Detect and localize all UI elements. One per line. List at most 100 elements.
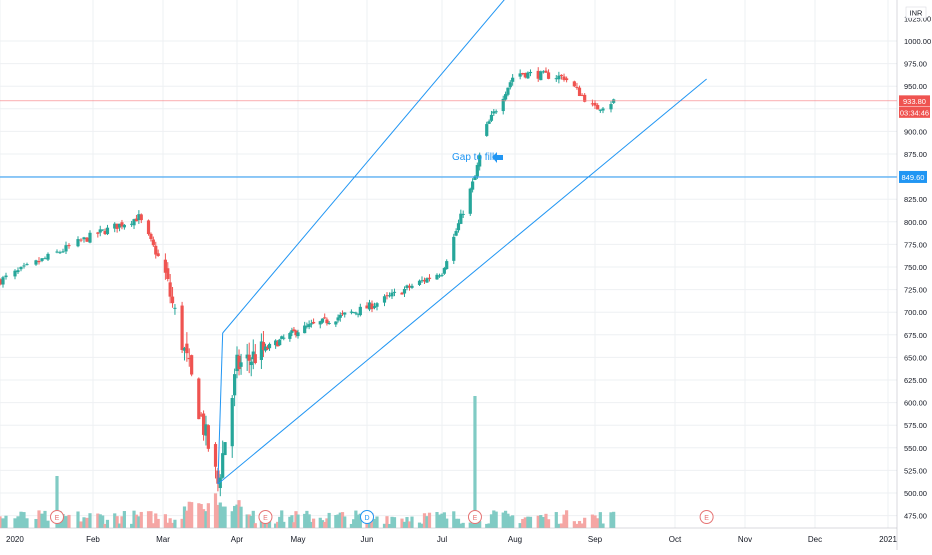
volume-bar [554, 512, 558, 528]
volume-bar [580, 523, 584, 528]
candle-body [201, 413, 206, 435]
volume-bar [352, 519, 356, 528]
candle-body [456, 223, 461, 231]
time-axis[interactable]: 2020 Feb Mar Apr May Jun Jul Aug Sep Oct Nov Dec 202… [0, 527, 897, 544]
volume-bar [485, 523, 489, 528]
volume-bar [572, 521, 576, 528]
candle-body [454, 231, 458, 236]
x-tick-label: Mar [156, 535, 170, 544]
candle-body [132, 219, 136, 226]
volume-bar [559, 523, 564, 528]
candle-body [557, 75, 561, 80]
candle-body [76, 239, 80, 247]
earnings-marker: E [467, 510, 482, 524]
candle-body [590, 103, 595, 105]
volume-bar [492, 510, 496, 528]
candle-body [43, 258, 47, 260]
candle-body [598, 109, 602, 111]
channel-upper-line [222, 0, 505, 334]
volume-bar [593, 515, 597, 528]
arrow-left-icon [492, 152, 503, 163]
volume-bar [233, 505, 237, 528]
volume-bar [22, 512, 26, 528]
candle-body [303, 325, 307, 334]
candle-body [410, 285, 414, 288]
candle-body [508, 82, 512, 88]
volume-bar [197, 503, 201, 528]
candle-body [445, 261, 449, 269]
volume-bar [113, 513, 117, 528]
volume-bar [511, 515, 515, 528]
volume-bar [221, 506, 225, 528]
level-badge: 849.60 [899, 170, 927, 183]
y-tick-label: 475.00 [904, 512, 927, 521]
candle-body [139, 214, 143, 221]
y-tick-label: 950.00 [904, 82, 927, 91]
event-marker-circle [50, 510, 64, 524]
candle-body [79, 239, 83, 241]
candle-body [154, 245, 158, 255]
volume-bar [325, 518, 329, 528]
candle-body [1, 277, 5, 285]
candle-body [492, 111, 496, 114]
y-tick-label: 750.00 [904, 263, 927, 272]
price-axis[interactable]: 475.00 500.00 525.00 550.00 575.00 600.00 625.… [896, 0, 931, 550]
x-tick-label: Jul [437, 535, 447, 544]
volume-bar [303, 513, 307, 528]
volume-bar [461, 522, 465, 528]
candle-body [223, 442, 227, 456]
volume-bar [425, 516, 429, 528]
candle-body [61, 251, 65, 253]
candle-body [151, 239, 155, 246]
y-tick-label: 625.00 [904, 376, 927, 385]
candle-body [407, 285, 412, 288]
y-tick-label: 575.00 [904, 421, 927, 430]
volume-bar [596, 518, 600, 528]
volume-bar [445, 518, 449, 528]
volume-bar [180, 518, 184, 528]
volume-bar [598, 512, 602, 528]
candle-body [13, 270, 17, 277]
volume-bar [468, 522, 472, 528]
candle-body [318, 321, 322, 325]
x-tick-label: Feb [86, 535, 100, 544]
event-marker-circle [258, 510, 273, 524]
volume-bar [320, 520, 325, 528]
volume-bar [34, 518, 38, 528]
volume-bar [382, 523, 387, 528]
y-tick-label: 675.00 [904, 331, 927, 340]
volume-bar [249, 515, 253, 528]
candle-body [137, 214, 141, 221]
volume-bar [115, 516, 119, 528]
candle-body [233, 374, 237, 396]
candle-body [0, 279, 2, 285]
volume-bar [218, 502, 222, 528]
volume-bar [334, 515, 338, 528]
candle-body [173, 307, 177, 309]
candle-body [88, 232, 92, 243]
volume-bar [276, 521, 280, 528]
volume-bar [40, 513, 44, 528]
candle-body [190, 355, 194, 375]
candle-body [343, 312, 347, 315]
volume-bars [0, 396, 616, 528]
volume-bar [265, 519, 270, 528]
volume-bar [375, 516, 379, 528]
volume-bar [307, 514, 311, 528]
x-tick-label: Apr [231, 535, 244, 544]
volume-bar [503, 510, 508, 528]
volume-bar [130, 523, 134, 528]
volume-bar [612, 511, 616, 528]
volume-bar [280, 510, 284, 528]
candle-body [425, 278, 429, 283]
candle-body [468, 188, 472, 214]
candle-body [251, 351, 255, 360]
volume-bar [274, 523, 278, 528]
candle-body [405, 285, 409, 288]
y-tick-label: 975.00 [904, 60, 927, 69]
volume-bar [546, 519, 551, 528]
candle-body [420, 280, 424, 282]
volume-bar [251, 510, 255, 528]
